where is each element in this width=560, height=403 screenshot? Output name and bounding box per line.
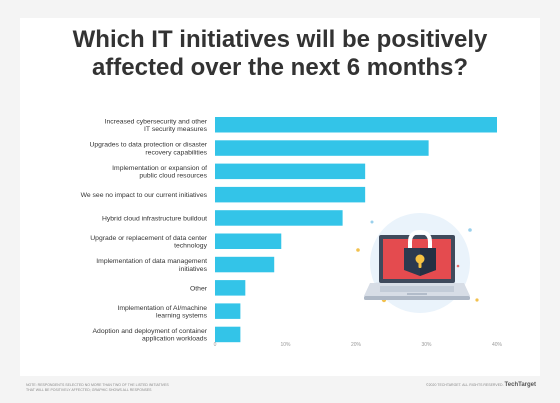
category-label-4: We see no impact to our current initiati… <box>81 192 208 199</box>
x-tick-label-3: 20% <box>351 342 362 348</box>
bar-10 <box>215 326 241 343</box>
x-tick-label-1: 0 <box>214 342 217 348</box>
footer-right: ©2020 TECHTARGET. ALL RIGHTS RESERVED. T… <box>426 382 536 388</box>
category-label-6: Upgrade or replacement of data center tec… <box>90 235 207 250</box>
bars-group <box>215 117 497 343</box>
footer-copyright: ©2020 TECHTARGET. ALL RIGHTS RESERVED. <box>426 383 504 387</box>
title-line-2: affected over the next 6 months? <box>91 54 469 81</box>
bar-1 <box>215 117 497 133</box>
category-label-9: Implementation of AI/machine learning sys… <box>117 305 207 320</box>
x-tick-label-2: 10% <box>280 342 291 348</box>
bar-6 <box>215 233 282 249</box>
category-label-10: Adoption and deployment of container appl… <box>93 328 208 343</box>
title-line-1: Which IT initiatives will be positively <box>72 26 488 53</box>
x-tick-label-5: 40% <box>492 342 503 348</box>
footer-note: NOTE: RESPONDENTS SELECTED NO MORE THAN … <box>26 383 169 392</box>
techtarget-logo: TechTarget <box>504 382 536 388</box>
bar-2 <box>215 140 429 156</box>
category-labels-group: Increased cybersecurity and other IT secu… <box>81 118 208 342</box>
category-label-7: Implementation of data management initiat… <box>96 258 207 273</box>
bar-7 <box>215 256 275 273</box>
bar-9 <box>215 303 241 319</box>
bar-4 <box>215 186 366 203</box>
x-axis: 0 10% 20% 30% 40% <box>214 342 503 348</box>
category-label-5: Hybrid cloud infrastructure buildout <box>102 215 207 222</box>
bar-3 <box>215 163 366 180</box>
x-tick-label-4: 30% <box>421 342 432 348</box>
chart-title: Which IT initiatives will be positively … <box>0 26 560 82</box>
laptop-security-lock-icon <box>356 213 479 313</box>
category-label-1: Increased cybersecurity and other IT secu… <box>105 118 208 133</box>
bar-5 <box>215 210 343 226</box>
category-label-3: Implementation or expansion of public clo… <box>112 165 207 180</box>
footer: NOTE: RESPONDENTS SELECTED NO MORE THAN … <box>26 382 546 399</box>
bar-8 <box>215 280 246 296</box>
category-label-8: Other <box>190 285 208 292</box>
category-label-2: Upgrades to data protection or disaster r… <box>89 142 207 157</box>
